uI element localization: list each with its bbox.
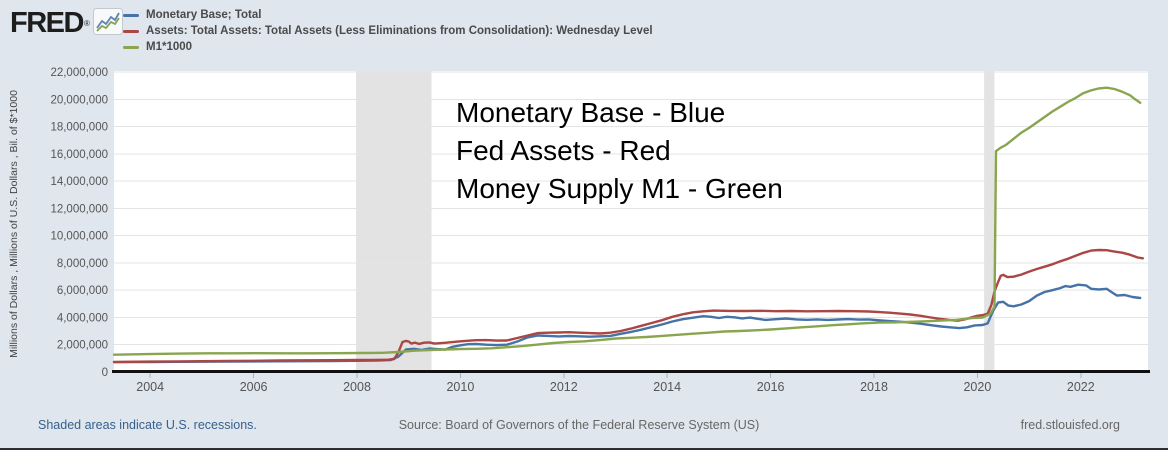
legend-item-monetary-base: Monetary Base; Total xyxy=(123,7,653,23)
legend-swatch-green xyxy=(123,45,139,49)
svg-text:2,000,000: 2,000,000 xyxy=(57,340,108,352)
x-axis-line xyxy=(112,370,1150,373)
footer: Shaded areas indicate U.S. recessions. S… xyxy=(0,414,1168,436)
svg-text:22,000,000: 22,000,000 xyxy=(50,67,108,79)
fred-logo: FRED ® xyxy=(10,6,123,40)
annotation-line-money-supply: Money Supply M1 - Green xyxy=(456,173,783,204)
legend-swatch-red xyxy=(123,29,139,33)
svg-text:2006: 2006 xyxy=(240,380,268,394)
source-text: Source: Board of Governors of the Federa… xyxy=(398,418,760,432)
svg-text:2012: 2012 xyxy=(550,380,578,394)
y-axis-tick-labels: 0 2,000,000 4,000,000 6,000,000 8,000,000 10,… xyxy=(50,67,108,379)
recession-bands xyxy=(356,71,995,372)
svg-text:12,000,000: 12,000,000 xyxy=(50,203,108,215)
svg-text:10,000,000: 10,000,000 xyxy=(50,231,108,243)
svg-text:2018: 2018 xyxy=(860,380,888,394)
chart-annotation: Monetary Base - Blue Fed Assets - Red Mo… xyxy=(456,94,783,208)
chart-legend: Monetary Base; Total Assets: Total Asset… xyxy=(123,7,653,55)
recession-note-link[interactable]: Shaded areas indicate U.S. recessions. xyxy=(38,418,257,432)
fred-logo-text: FRED xyxy=(10,7,84,39)
svg-text:4,000,000: 4,000,000 xyxy=(57,313,108,325)
annotation-line-monetary-base: Monetary Base - Blue xyxy=(456,97,726,128)
legend-item-fed-assets: Assets: Total Assets: Total Assets (Less… xyxy=(123,23,653,39)
svg-text:2008: 2008 xyxy=(343,380,371,394)
svg-text:2010: 2010 xyxy=(446,380,474,394)
plot-background xyxy=(114,71,1148,372)
svg-text:2004: 2004 xyxy=(136,380,164,394)
gridlines xyxy=(114,71,1148,346)
svg-text:20,000,000: 20,000,000 xyxy=(50,94,108,106)
series-fed-assets xyxy=(112,248,1145,364)
svg-text:14,000,000: 14,000,000 xyxy=(50,176,108,188)
svg-text:2014: 2014 xyxy=(653,380,681,394)
x-axis-tick-labels: 2004 2006 2008 2010 2012 2014 2016 2018 2020 2022 xyxy=(136,372,1095,394)
legend-label: Assets: Total Assets: Total Assets (Less… xyxy=(146,25,653,37)
svg-text:2016: 2016 xyxy=(757,380,785,394)
svg-text:16,000,000: 16,000,000 xyxy=(50,149,108,161)
legend-label: Monetary Base; Total xyxy=(146,9,262,21)
svg-text:6,000,000: 6,000,000 xyxy=(57,285,108,297)
series-m1 xyxy=(112,86,1142,356)
recession-band xyxy=(356,71,432,372)
svg-text:2020: 2020 xyxy=(963,380,991,394)
recession-band xyxy=(984,71,995,372)
svg-text:0: 0 xyxy=(102,367,108,379)
registered-mark: ® xyxy=(83,18,90,28)
svg-text:8,000,000: 8,000,000 xyxy=(57,258,108,270)
svg-text:18,000,000: 18,000,000 xyxy=(50,122,108,134)
legend-item-m1: M1*1000 xyxy=(123,39,653,55)
legend-label: M1*1000 xyxy=(146,41,193,53)
fred-logo-chart-icon xyxy=(92,8,123,40)
y-axis-title: Millions of Dollars , Millions of U.S. D… xyxy=(8,90,20,358)
legend-swatch-blue xyxy=(123,13,139,17)
annotation-line-fed-assets: Fed Assets - Red xyxy=(456,135,671,166)
svg-text:2022: 2022 xyxy=(1067,380,1095,394)
site-url: fred.stlouisfed.org xyxy=(1020,418,1120,432)
